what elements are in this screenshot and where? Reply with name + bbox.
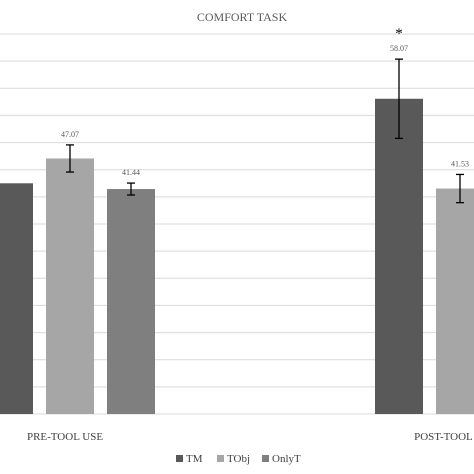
legend-label: TObj <box>227 453 250 465</box>
bars: 58.07 47.07 41.53 41.44 * <box>0 26 474 415</box>
bar-onlyt-pre <box>107 189 155 414</box>
category-labels: PRE-TOOL USE POST-TOOL USE <box>27 431 474 443</box>
bar-tm-post <box>375 98 423 415</box>
legend-swatch <box>262 455 269 462</box>
legend-swatch <box>217 455 224 462</box>
data-label: 47.07 <box>61 130 79 139</box>
significance-asterisk: * <box>395 26 403 42</box>
category-label: POST-TOOL USE <box>414 431 474 443</box>
bar-tobj-pre <box>46 158 94 414</box>
legend-label: OnlyT <box>272 453 301 465</box>
data-label: 41.44 <box>122 168 140 177</box>
legend-label: TM <box>186 453 203 465</box>
data-label: 41.53 <box>451 159 469 168</box>
bar-tm-pre <box>0 183 33 414</box>
data-label: 58.07 <box>390 44 408 53</box>
legend: TM TObj OnlyT <box>176 453 301 465</box>
chart-title: COMFORT TASK <box>197 10 288 24</box>
category-label: PRE-TOOL USE <box>27 431 103 443</box>
bar-tobj-post <box>436 188 474 414</box>
legend-swatch <box>176 455 183 462</box>
